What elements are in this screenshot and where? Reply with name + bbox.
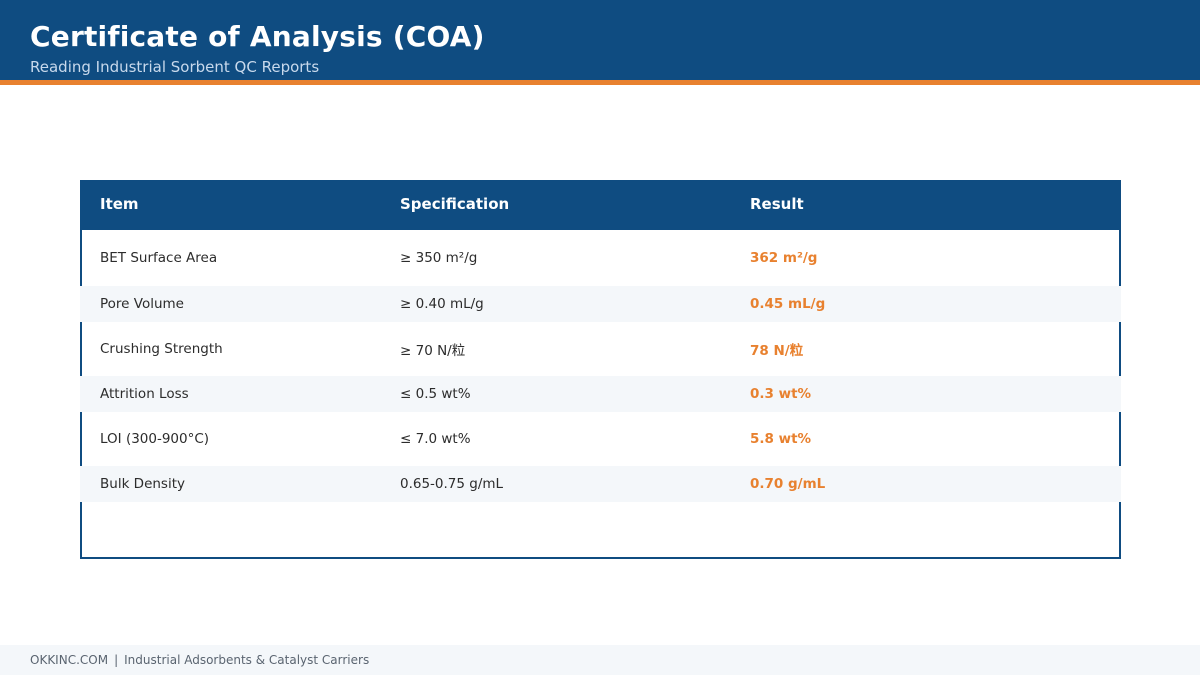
table-row: BET Surface Area ≥ 350 m²/g 362 m²/g: [80, 230, 1121, 286]
item-cell: Pore Volume: [100, 296, 184, 312]
item-cell: Attrition Loss: [100, 386, 189, 402]
item-cell: Crushing Strength: [100, 341, 223, 357]
column-header-item: Item: [100, 195, 139, 213]
page-subtitle: Reading Industrial Sorbent QC Reports: [30, 58, 320, 76]
column-header-specification: Specification: [400, 195, 510, 213]
table-header: Item Specification Result: [80, 180, 1121, 230]
spec-cell: ≤ 7.0 wt%: [400, 431, 471, 447]
item-cell: LOI (300-900°C): [100, 431, 210, 447]
column-header-result: Result: [750, 195, 804, 213]
result-cell: 0.3 wt%: [750, 386, 812, 402]
header-accent-line: [0, 80, 1200, 85]
spec-cell: ≥ 350 m²/g: [400, 250, 478, 266]
result-cell: 0.45 mL/g: [750, 296, 826, 312]
result-cell: 78 N/粒: [750, 343, 804, 359]
spec-cell: ≥ 70 N/粒: [400, 343, 466, 359]
spec-cell: ≤ 0.5 wt%: [400, 386, 471, 402]
footer-text: OKKINC.COM | Industrial Adsorbents & Catal…: [30, 645, 369, 675]
table-row: LOI (300-900°C) ≤ 7.0 wt% 5.8 wt%: [80, 412, 1121, 466]
item-cell: Bulk Density: [100, 476, 186, 492]
result-cell: 362 m²/g: [750, 250, 818, 266]
table-row: Attrition Loss ≤ 0.5 wt% 0.3 wt%: [80, 376, 1121, 412]
result-cell: 0.70 g/mL: [750, 476, 826, 492]
spec-cell: 0.65-0.75 g/mL: [400, 476, 504, 492]
footer-separator: |: [114, 653, 119, 667]
table-row: Bulk Density 0.65-0.75 g/mL 0.70 g/mL: [80, 466, 1121, 502]
table-row: Pore Volume ≥ 0.40 mL/g 0.45 mL/g: [80, 286, 1121, 322]
result-cell: 5.8 wt%: [750, 431, 812, 447]
spec-cell: ≥ 0.40 mL/g: [400, 296, 484, 312]
item-cell: BET Surface Area: [100, 250, 218, 266]
header-bar: Certificate of Analysis (COA) Reading In…: [0, 0, 1200, 80]
table-row: Crushing Strength ≥ 70 N/粒 78 N/粒: [80, 322, 1121, 376]
footer-bar: OKKINC.COM | Industrial Adsorbents & Catal…: [0, 645, 1200, 675]
footer-site: OKKINC.COM: [30, 653, 109, 667]
page-title: Certificate of Analysis (COA): [30, 20, 485, 53]
footer-tagline: Industrial Adsorbents & Catalyst Carrier…: [124, 653, 370, 667]
